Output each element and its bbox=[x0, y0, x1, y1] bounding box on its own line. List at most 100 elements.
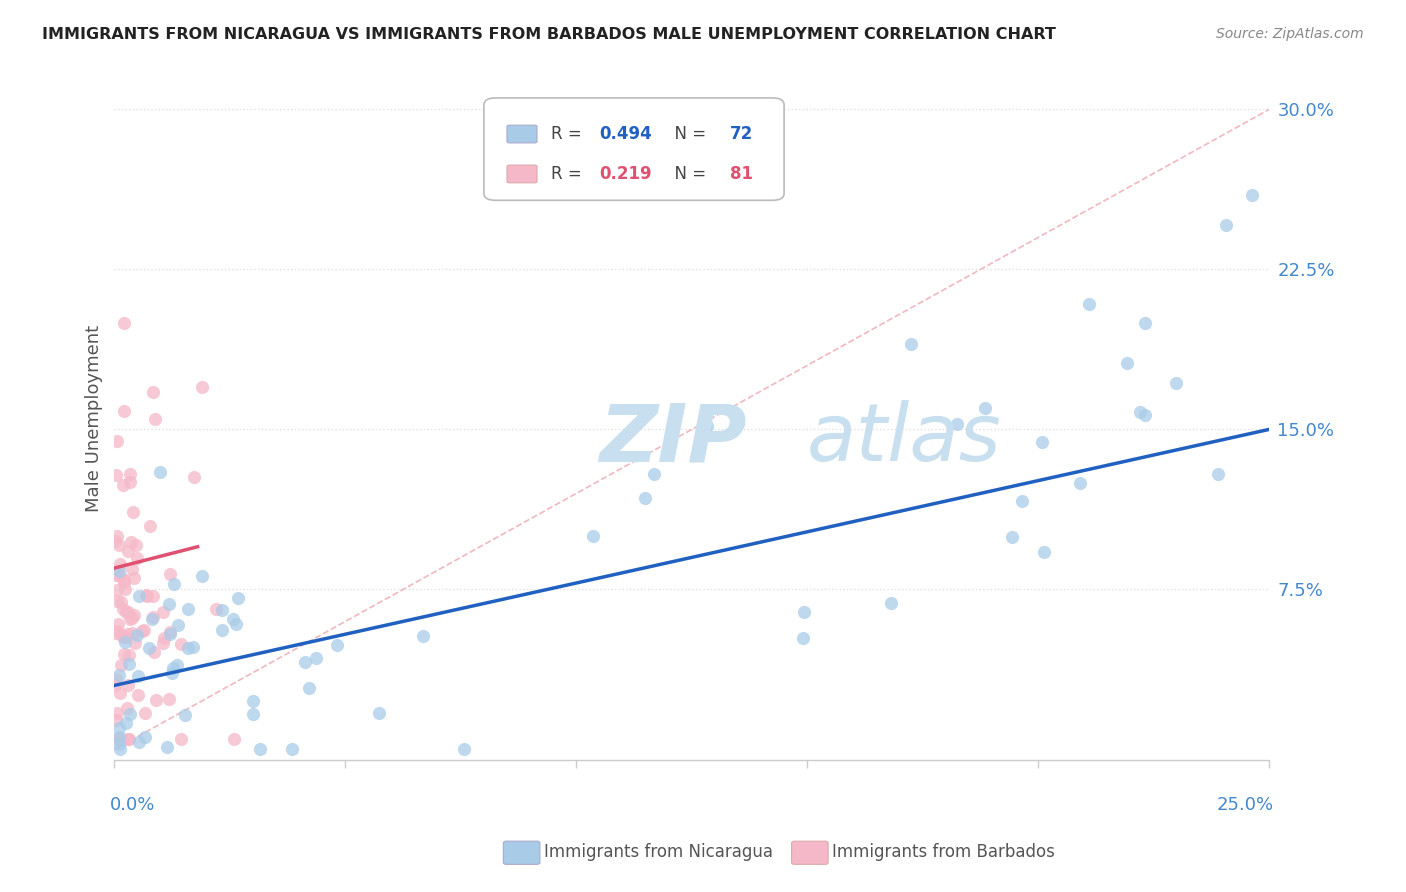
Point bbox=[242, 706, 264, 721]
Point bbox=[112, 477, 135, 491]
Point bbox=[159, 627, 181, 641]
Point bbox=[152, 636, 174, 650]
Point bbox=[225, 616, 247, 631]
Point bbox=[134, 730, 156, 744]
Point bbox=[111, 731, 134, 746]
Point bbox=[112, 316, 135, 330]
Point bbox=[792, 631, 814, 645]
Point bbox=[162, 661, 184, 675]
Point bbox=[122, 505, 145, 519]
Point bbox=[141, 612, 163, 626]
Point bbox=[127, 669, 149, 683]
Point bbox=[211, 623, 233, 637]
Point bbox=[634, 491, 657, 505]
Point bbox=[305, 651, 328, 665]
Point bbox=[1033, 545, 1056, 559]
Point bbox=[1031, 435, 1053, 450]
Point bbox=[114, 582, 136, 596]
Point bbox=[173, 708, 195, 723]
Point bbox=[108, 686, 131, 700]
Point bbox=[138, 641, 160, 656]
Point bbox=[160, 666, 183, 681]
Point bbox=[143, 645, 166, 659]
Point bbox=[1208, 467, 1230, 481]
Point bbox=[104, 534, 127, 549]
FancyBboxPatch shape bbox=[508, 165, 537, 183]
Text: Immigrants from Nicaragua: Immigrants from Nicaragua bbox=[544, 843, 773, 861]
Text: 25.0%: 25.0% bbox=[1216, 797, 1274, 814]
Point bbox=[582, 529, 605, 543]
Point bbox=[143, 411, 166, 425]
Point bbox=[1215, 218, 1237, 232]
Point bbox=[118, 706, 141, 721]
Point bbox=[166, 658, 188, 673]
Text: N =: N = bbox=[664, 165, 711, 183]
Point bbox=[111, 628, 134, 642]
Point bbox=[121, 625, 143, 640]
Point bbox=[205, 602, 228, 616]
Point bbox=[118, 467, 141, 482]
Point bbox=[1133, 316, 1156, 330]
Point bbox=[108, 721, 131, 735]
Point bbox=[104, 672, 127, 686]
Point bbox=[1078, 297, 1101, 311]
Point bbox=[105, 713, 128, 727]
Point bbox=[135, 589, 157, 603]
Point bbox=[149, 465, 172, 479]
Point bbox=[163, 576, 186, 591]
Point bbox=[108, 737, 131, 751]
Point bbox=[176, 640, 198, 655]
Point bbox=[127, 628, 149, 642]
Point bbox=[1133, 408, 1156, 422]
Point bbox=[114, 716, 136, 731]
Point bbox=[142, 609, 165, 624]
Text: 81: 81 bbox=[730, 165, 752, 183]
Point bbox=[108, 731, 131, 745]
Point bbox=[107, 616, 129, 631]
Point bbox=[105, 593, 128, 607]
Point bbox=[105, 731, 128, 746]
Point bbox=[1129, 405, 1152, 419]
Point bbox=[105, 568, 128, 582]
Point bbox=[145, 693, 167, 707]
Point bbox=[112, 404, 135, 418]
Point bbox=[122, 607, 145, 622]
Point bbox=[120, 535, 142, 549]
Point bbox=[108, 564, 131, 578]
Point bbox=[104, 678, 127, 692]
Point bbox=[117, 605, 139, 619]
Point bbox=[281, 742, 304, 756]
FancyBboxPatch shape bbox=[484, 98, 785, 201]
Point bbox=[105, 434, 128, 448]
Point bbox=[142, 589, 165, 603]
Point bbox=[191, 568, 214, 582]
Point bbox=[112, 630, 135, 644]
Point bbox=[114, 634, 136, 648]
Point bbox=[1240, 187, 1263, 202]
Point bbox=[412, 629, 434, 643]
Point bbox=[118, 731, 141, 746]
Point bbox=[1001, 530, 1024, 544]
Point bbox=[159, 624, 181, 639]
Point bbox=[121, 610, 143, 624]
Point bbox=[134, 706, 156, 721]
Point bbox=[142, 385, 165, 400]
Point bbox=[124, 571, 146, 585]
Point bbox=[117, 731, 139, 746]
Point bbox=[118, 648, 141, 663]
Point bbox=[1011, 494, 1033, 508]
Point bbox=[900, 337, 922, 351]
Point bbox=[643, 467, 665, 481]
Point bbox=[110, 742, 132, 756]
Point bbox=[104, 467, 127, 482]
Point bbox=[105, 529, 128, 543]
Point bbox=[167, 618, 190, 632]
Point bbox=[128, 590, 150, 604]
Text: 0.219: 0.219 bbox=[599, 165, 652, 183]
Point bbox=[131, 624, 153, 638]
Point bbox=[105, 706, 128, 721]
Point bbox=[242, 694, 264, 708]
Point bbox=[181, 640, 204, 654]
Point bbox=[105, 625, 128, 640]
Point bbox=[793, 605, 815, 619]
